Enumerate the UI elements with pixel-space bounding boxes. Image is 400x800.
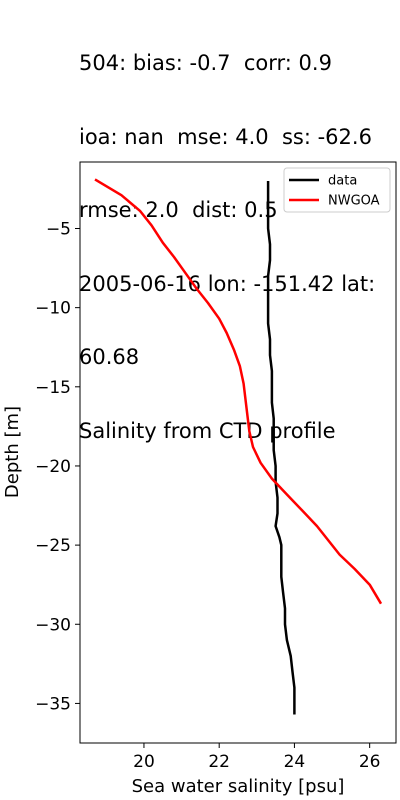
x-axis-ticks: 20 22 24 26 (133, 743, 380, 772)
x-tick-label: 22 (208, 752, 230, 772)
title-line-stats-3: rmse: 2.0 dist: 0.5 (79, 198, 278, 222)
series-line-data (266, 181, 296, 715)
y-tick-label: −10 (35, 299, 71, 319)
chart-title: 504: bias: -0.7 corr: 0.9 ioa: nan mse: … (79, 2, 399, 468)
title-line-stats-1: 504: bias: -0.7 corr: 0.9 (79, 51, 332, 75)
series-lines (94, 178, 383, 715)
x-tick-label: 20 (133, 752, 155, 772)
y-tick-label: −20 (35, 457, 71, 477)
title-line-latitude: 60.68 (79, 345, 140, 369)
series-line-nwgoa (94, 178, 383, 605)
y-tick-label: −15 (35, 378, 71, 398)
title-line-stats-2: ioa: nan mse: 4.0 ss: -62.6 (79, 124, 372, 149)
x-tick-label: 26 (359, 752, 381, 772)
y-tick-label: −35 (35, 694, 71, 714)
y-tick-label: −5 (46, 219, 71, 239)
x-tick-label: 24 (284, 752, 306, 772)
y-axis-ticks: −5 −10 −15 −20 −25 −30 −35 (35, 219, 80, 714)
y-axis-label: Depth [m] (2, 406, 23, 498)
y-tick-label: −25 (35, 536, 71, 556)
legend-label-nwgoa: NWGOA (328, 194, 380, 209)
legend-label-data: data (328, 174, 357, 189)
x-axis-label: Sea water salinity [psu] (132, 776, 345, 797)
title-line-chart-name: Salinity from CTD profile (79, 418, 336, 443)
legend: data NWGOA (283, 167, 391, 213)
y-tick-label: −30 (35, 615, 71, 635)
title-line-date-location: 2005-06-16 lon: -151.42 lat: (79, 271, 376, 296)
plot-frame (79, 161, 397, 744)
